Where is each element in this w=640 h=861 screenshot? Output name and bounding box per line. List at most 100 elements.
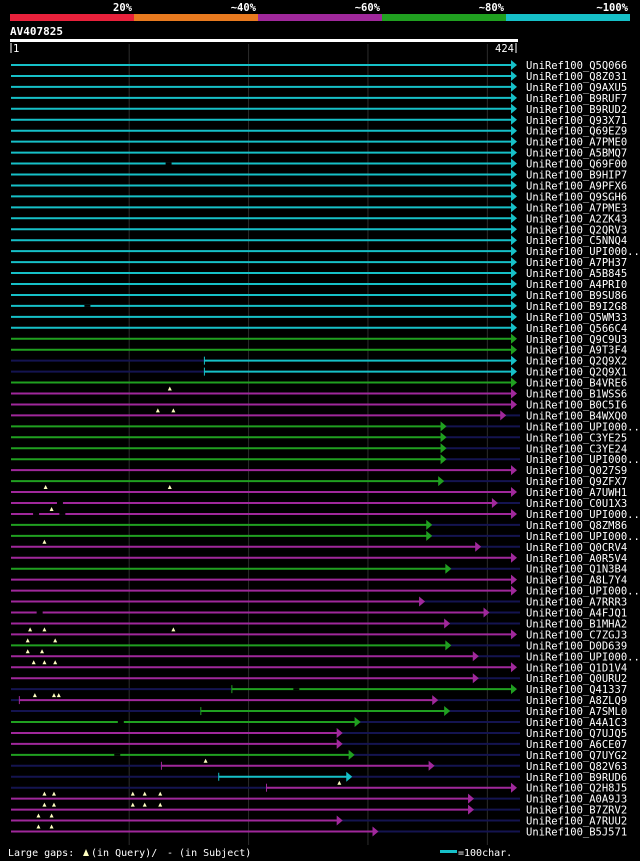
hit-label[interactable]: UniRef100_Q9SGH6 [526,191,627,203]
hit-label[interactable]: UniRef100_Q7UJQ5 [526,728,627,740]
hit-row[interactable]: UniRef100_Q0URU2 [11,673,627,685]
hit-label[interactable]: UniRef100_Q027S9 [526,465,627,477]
hit-label[interactable]: UniRef100_Q5Q066 [526,60,627,72]
hit-label[interactable]: UniRef100_A7UWH1 [526,487,627,499]
hit-label[interactable]: UniRef100_A0R5V4 [526,553,627,565]
hit-label[interactable]: UniRef100_Q69EZ9 [526,126,627,138]
hit-row[interactable]: UniRef100_UPI000.. [11,530,640,543]
hit-row[interactable]: UniRef100_Q8Z031 [11,70,627,83]
hit-row[interactable]: UniRef100_A4A1C3 [11,717,627,729]
hit-row[interactable]: UniRef100_A6CE07 [11,738,627,751]
hit-row[interactable]: UniRef100_Q1D1V4 [11,660,627,674]
hit-label[interactable]: UniRef100_Q8Z031 [526,71,627,83]
hit-row[interactable]: UniRef100_UPI000.. [11,649,640,663]
hit-label[interactable]: UniRef100_Q2H8J5 [526,783,627,795]
hit-row[interactable]: UniRef100_Q2Q9X2 [11,355,627,368]
hit-row[interactable]: UniRef100_Q1N3B4 [11,563,627,576]
hit-row[interactable]: UniRef100_A4FJQ1 [11,607,627,620]
hit-label[interactable]: UniRef100_Q2Q9X1 [526,367,627,379]
hit-label[interactable]: UniRef100_B1WSS6 [526,389,627,401]
hit-label[interactable]: UniRef100_C7ZGJ3 [526,629,627,641]
hit-row[interactable]: UniRef100_Q41337 [11,684,627,696]
hit-row[interactable]: UniRef100_Q8ZM86 [11,519,627,532]
hit-row[interactable]: UniRef100_A0R5V4 [11,552,627,565]
hit-row[interactable]: UniRef100_A5BMQ7 [11,147,627,160]
hit-label[interactable]: UniRef100_UPI000.. [526,586,640,598]
hit-row[interactable]: UniRef100_Q027S9 [11,465,627,477]
hit-label[interactable]: UniRef100_A5B845 [526,268,627,280]
hit-row[interactable]: UniRef100_Q2H8J5 [11,780,627,795]
hit-label[interactable]: UniRef100_C0U1X3 [526,498,627,510]
hit-label[interactable]: UniRef100_A7RUU2 [526,816,627,828]
hit-label[interactable]: UniRef100_Q1N3B4 [526,564,627,576]
hit-label[interactable]: UniRef100_A7PME0 [526,137,627,149]
hit-row[interactable]: UniRef100_B1WSS6 [11,386,627,401]
hit-label[interactable]: UniRef100_A7PH37 [526,257,627,269]
hit-row[interactable]: UniRef100_A2ZK43 [11,213,627,225]
hit-label[interactable]: UniRef100_B4WXQ0 [526,410,627,422]
hit-row[interactable]: UniRef100_A7PH37 [11,257,627,269]
hit-row[interactable]: UniRef100_A9PFX6 [11,180,627,192]
hit-row[interactable]: UniRef100_Q69F00 [11,158,627,171]
hit-label[interactable]: UniRef100_Q5WM33 [526,312,627,324]
hit-label[interactable]: UniRef100_Q9ZFX7 [526,476,627,488]
hit-row[interactable]: UniRef100_Q7UYG2 [11,749,627,762]
hit-row[interactable]: UniRef100_UPI000.. [11,246,640,258]
hit-label[interactable]: UniRef100_B9HIP7 [526,170,627,182]
hit-label[interactable]: UniRef100_A5BMQ7 [526,148,627,160]
hit-row[interactable]: UniRef100_A7RUU2 [11,813,627,828]
hit-row[interactable]: UniRef100_B7ZRV2 [11,802,627,817]
hit-label[interactable]: UniRef100_B9RUF7 [526,93,627,105]
hit-label[interactable]: UniRef100_Q566C4 [526,323,627,335]
hit-row[interactable]: UniRef100_UPI000.. [11,506,640,521]
hit-row[interactable]: UniRef100_B9I2G8 [11,300,627,313]
hit-label[interactable]: UniRef100_Q82V63 [526,761,627,773]
hit-row[interactable]: UniRef100_UPI000.. [11,454,640,466]
hit-row[interactable]: UniRef100_Q9SGH6 [11,191,627,203]
hit-row[interactable]: UniRef100_B9HIP7 [11,169,627,182]
hit-row[interactable]: UniRef100_A7RRR3 [11,596,627,609]
hit-row[interactable]: UniRef100_B5J571 [11,824,627,839]
hit-label[interactable]: UniRef100_A7SML0 [526,706,627,718]
hit-label[interactable]: UniRef100_A7PME3 [526,202,627,214]
hit-label[interactable]: UniRef100_A8ZLQ9 [526,695,627,707]
hit-row[interactable]: UniRef100_A4PRI0 [11,279,627,291]
hit-label[interactable]: UniRef100_A4PRI0 [526,279,627,291]
hit-row[interactable]: UniRef100_D0D639 [11,638,627,652]
hit-label[interactable]: UniRef100_C5NNQ4 [526,235,627,247]
hit-row[interactable]: UniRef100_Q2Q9X1 [11,366,627,379]
hit-row[interactable]: UniRef100_B4VRE6 [11,377,627,390]
hit-row[interactable]: UniRef100_A7PME3 [11,202,627,214]
hit-label[interactable]: UniRef100_A4A1C3 [526,717,627,729]
hit-row[interactable]: UniRef100_Q69EZ9 [11,125,627,138]
hit-row[interactable]: UniRef100_B4WXQ0 [11,408,627,422]
hit-label[interactable]: UniRef100_UPI000.. [526,246,640,258]
hit-label[interactable]: UniRef100_D0D639 [526,640,627,652]
hit-label[interactable]: UniRef100_UPI000.. [526,421,640,433]
hit-label[interactable]: UniRef100_A4FJQ1 [526,608,627,620]
hit-label[interactable]: UniRef100_UPI000.. [526,454,640,466]
hit-label[interactable]: UniRef100_Q2Q9X2 [526,356,627,368]
hit-label[interactable]: UniRef100_Q8ZM86 [526,520,627,532]
hit-label[interactable]: UniRef100_Q0URU2 [526,673,627,685]
hit-row[interactable]: UniRef100_B0C5I6 [11,399,627,411]
hit-label[interactable]: UniRef100_UPI000.. [526,531,640,543]
hit-row[interactable]: UniRef100_Q566C4 [11,322,627,335]
hit-row[interactable]: UniRef100_C5NNQ4 [11,235,627,247]
hit-row[interactable]: UniRef100_A7UWH1 [11,485,627,499]
hit-label[interactable]: UniRef100_Q9AXU5 [526,82,627,94]
hit-row[interactable]: UniRef100_Q2QRV3 [11,224,627,236]
hit-row[interactable]: UniRef100_A8L7Y4 [11,574,627,587]
hit-label[interactable]: UniRef100_Q2QRV3 [526,224,627,236]
hit-label[interactable]: UniRef100_B0C5I6 [526,399,627,411]
hit-label[interactable]: UniRef100_UPI000.. [526,651,640,663]
hit-label[interactable]: UniRef100_Q7UYG2 [526,750,627,762]
hit-row[interactable]: UniRef100_Q5WM33 [11,311,627,324]
hit-row[interactable]: UniRef100_B9RUF7 [11,92,627,105]
hit-row[interactable]: UniRef100_Q9AXU5 [11,81,627,94]
hit-row[interactable]: UniRef100_A5B845 [11,268,627,280]
hit-label[interactable]: UniRef100_Q41337 [526,684,627,696]
hit-label[interactable]: UniRef100_Q9C9U3 [526,334,627,346]
hit-row[interactable]: UniRef100_C3YE25 [11,432,627,444]
hit-label[interactable]: UniRef100_A0A9J3 [526,794,627,806]
